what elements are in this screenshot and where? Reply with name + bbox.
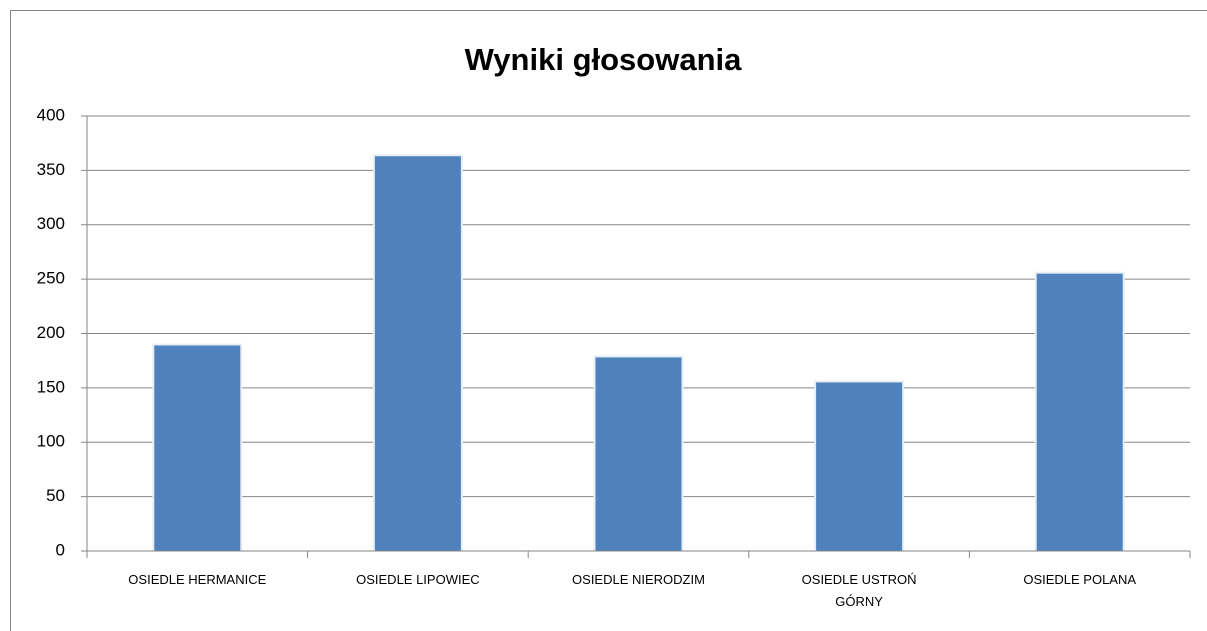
- bar: [154, 345, 241, 551]
- x-tick-label: OSIEDLE USTROŃ GÓRNY: [801, 572, 917, 609]
- y-tick-label: 100: [37, 432, 65, 451]
- x-tick-label: OSIEDLE POLANA: [1023, 572, 1137, 587]
- chart-title: Wyniki głosowania: [465, 42, 743, 77]
- bar: [1036, 273, 1123, 551]
- y-tick-label: 350: [37, 160, 65, 179]
- bar: [374, 156, 461, 552]
- x-tick-label: OSIEDLE HERMANICE: [128, 572, 267, 587]
- bar: [595, 357, 682, 551]
- y-tick-label: 400: [37, 105, 65, 124]
- y-tick-label: 250: [37, 269, 65, 288]
- y-tick-label: 150: [37, 377, 65, 396]
- y-tick-label: 0: [56, 540, 65, 559]
- y-tick-label: 300: [37, 214, 65, 233]
- x-tick-label: OSIEDLE NIERODZIM: [572, 572, 705, 587]
- y-tick-label: 200: [37, 323, 65, 342]
- y-tick-label: 50: [46, 486, 65, 505]
- bar: [816, 382, 903, 551]
- x-tick-label: OSIEDLE LIPOWIEC: [356, 572, 480, 587]
